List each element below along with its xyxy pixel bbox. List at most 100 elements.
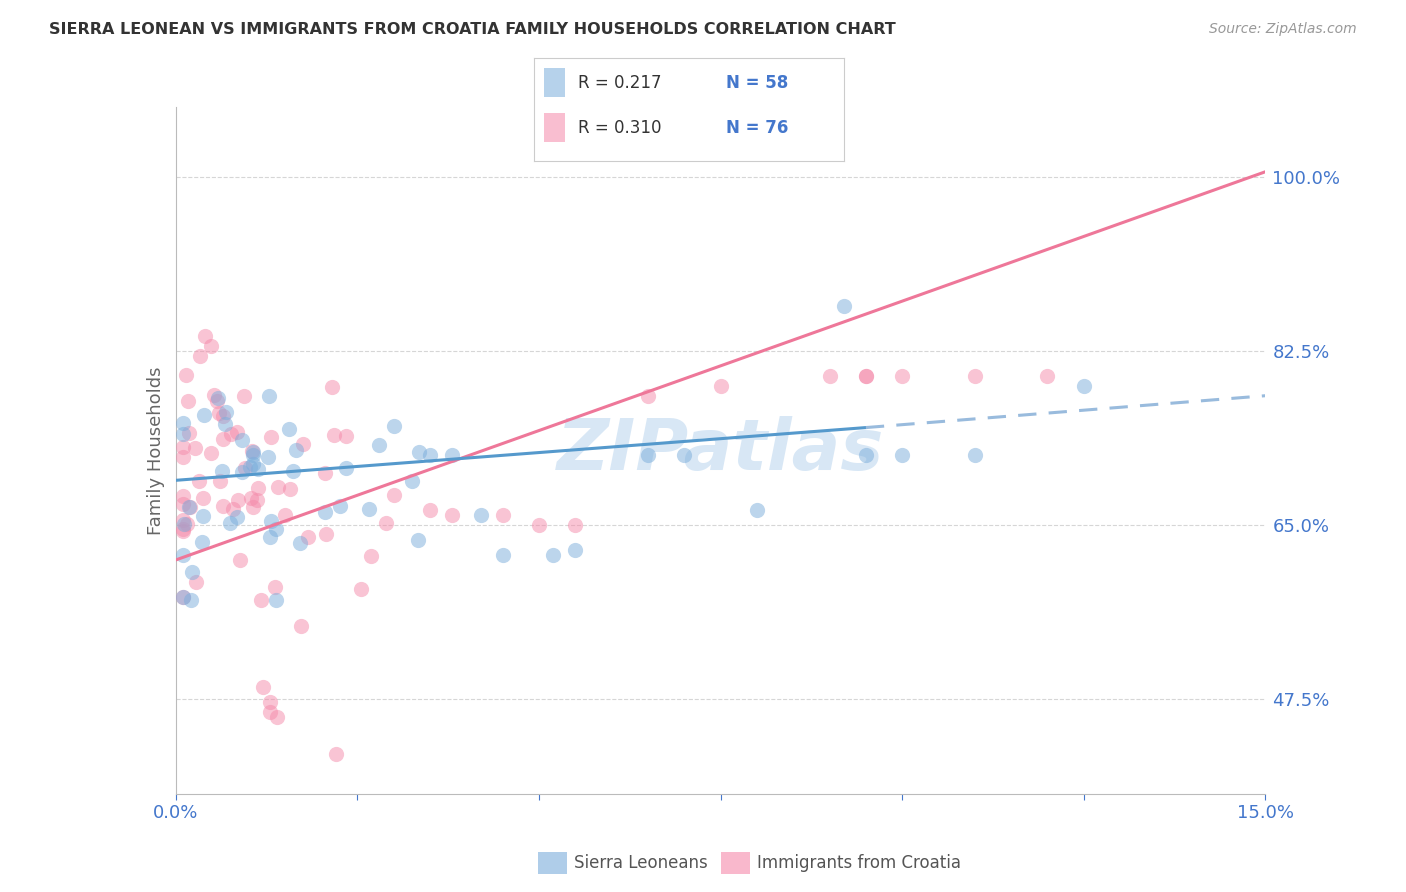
Point: [211, 499, 233, 513]
Point: [368, 438, 391, 452]
Point: [187, 475, 209, 489]
Point: [264, 580, 287, 594]
Point: [173, 516, 195, 531]
Point: [205, 394, 228, 409]
Point: [335, 429, 357, 443]
Point: [818, 368, 841, 383]
Point: [260, 514, 283, 528]
Text: R = 0.310: R = 0.310: [578, 119, 661, 136]
Point: [239, 491, 262, 505]
Point: [315, 526, 337, 541]
Point: [322, 428, 344, 442]
Point: [247, 481, 270, 495]
Point: [177, 426, 200, 441]
Point: [172, 522, 194, 536]
Point: [172, 548, 194, 562]
Point: [408, 445, 430, 459]
Text: Sierra Leoneans: Sierra Leoneans: [575, 854, 709, 872]
Point: [208, 475, 231, 489]
Point: [190, 535, 212, 549]
Point: [222, 501, 245, 516]
Point: [172, 524, 194, 538]
Point: [172, 416, 194, 430]
Text: Source: ZipAtlas.com: Source: ZipAtlas.com: [1209, 22, 1357, 37]
Point: [266, 480, 288, 494]
Point: [419, 449, 441, 463]
Point: [637, 449, 659, 463]
Point: [242, 500, 264, 515]
Point: [360, 549, 382, 563]
Point: [288, 536, 311, 550]
Point: [214, 417, 236, 431]
Point: [229, 552, 252, 566]
Point: [232, 389, 254, 403]
Point: [328, 499, 350, 513]
Point: [259, 530, 281, 544]
Point: [891, 368, 914, 383]
Point: [174, 368, 197, 382]
Point: [673, 449, 696, 463]
Point: [278, 422, 301, 436]
Point: [891, 449, 914, 463]
Text: Immigrants from Croatia: Immigrants from Croatia: [758, 854, 962, 872]
Point: [176, 517, 198, 532]
Point: [188, 349, 211, 363]
Point: [321, 380, 343, 394]
Point: [382, 488, 405, 502]
Point: [1036, 368, 1059, 383]
Bar: [544, 69, 565, 97]
Point: [335, 460, 357, 475]
Point: [637, 389, 659, 403]
Point: [193, 508, 215, 523]
Point: [406, 533, 429, 547]
Point: [314, 505, 336, 519]
Point: [250, 592, 273, 607]
Point: [382, 418, 405, 433]
Point: [172, 590, 194, 604]
Point: [202, 388, 225, 402]
Y-axis label: Family Households: Family Households: [146, 367, 165, 534]
Point: [246, 492, 269, 507]
Point: [374, 516, 396, 530]
Point: [179, 500, 201, 514]
Point: [211, 464, 233, 478]
Point: [200, 446, 222, 460]
Point: [219, 516, 242, 530]
Point: [274, 508, 297, 523]
Point: [1073, 378, 1095, 392]
Point: [172, 489, 194, 503]
Point: [212, 432, 235, 446]
Point: [194, 329, 217, 343]
Point: [281, 464, 304, 478]
Point: [264, 522, 287, 536]
Point: [963, 449, 986, 463]
Bar: [544, 113, 565, 142]
Point: [208, 406, 231, 420]
Point: [172, 497, 194, 511]
Point: [193, 409, 215, 423]
Text: SIERRA LEONEAN VS IMMIGRANTS FROM CROATIA FAMILY HOUSEHOLDS CORRELATION CHART: SIERRA LEONEAN VS IMMIGRANTS FROM CROATI…: [49, 22, 896, 37]
Point: [832, 299, 855, 313]
Point: [184, 574, 207, 589]
Point: [252, 681, 274, 695]
Point: [242, 445, 264, 459]
Point: [257, 389, 280, 403]
Point: [297, 529, 319, 543]
Text: N = 58: N = 58: [725, 74, 789, 92]
Point: [231, 465, 253, 479]
Point: [219, 426, 242, 441]
Point: [278, 483, 301, 497]
Point: [231, 433, 253, 447]
Point: [207, 391, 229, 405]
Point: [419, 503, 441, 517]
Text: R = 0.217: R = 0.217: [578, 74, 661, 92]
Point: [290, 619, 312, 633]
Point: [200, 339, 222, 353]
Point: [172, 590, 194, 604]
Bar: [721, 852, 749, 874]
Point: [184, 441, 207, 455]
Point: [225, 510, 247, 524]
Point: [325, 747, 347, 761]
Bar: [538, 852, 567, 874]
Point: [470, 508, 492, 523]
